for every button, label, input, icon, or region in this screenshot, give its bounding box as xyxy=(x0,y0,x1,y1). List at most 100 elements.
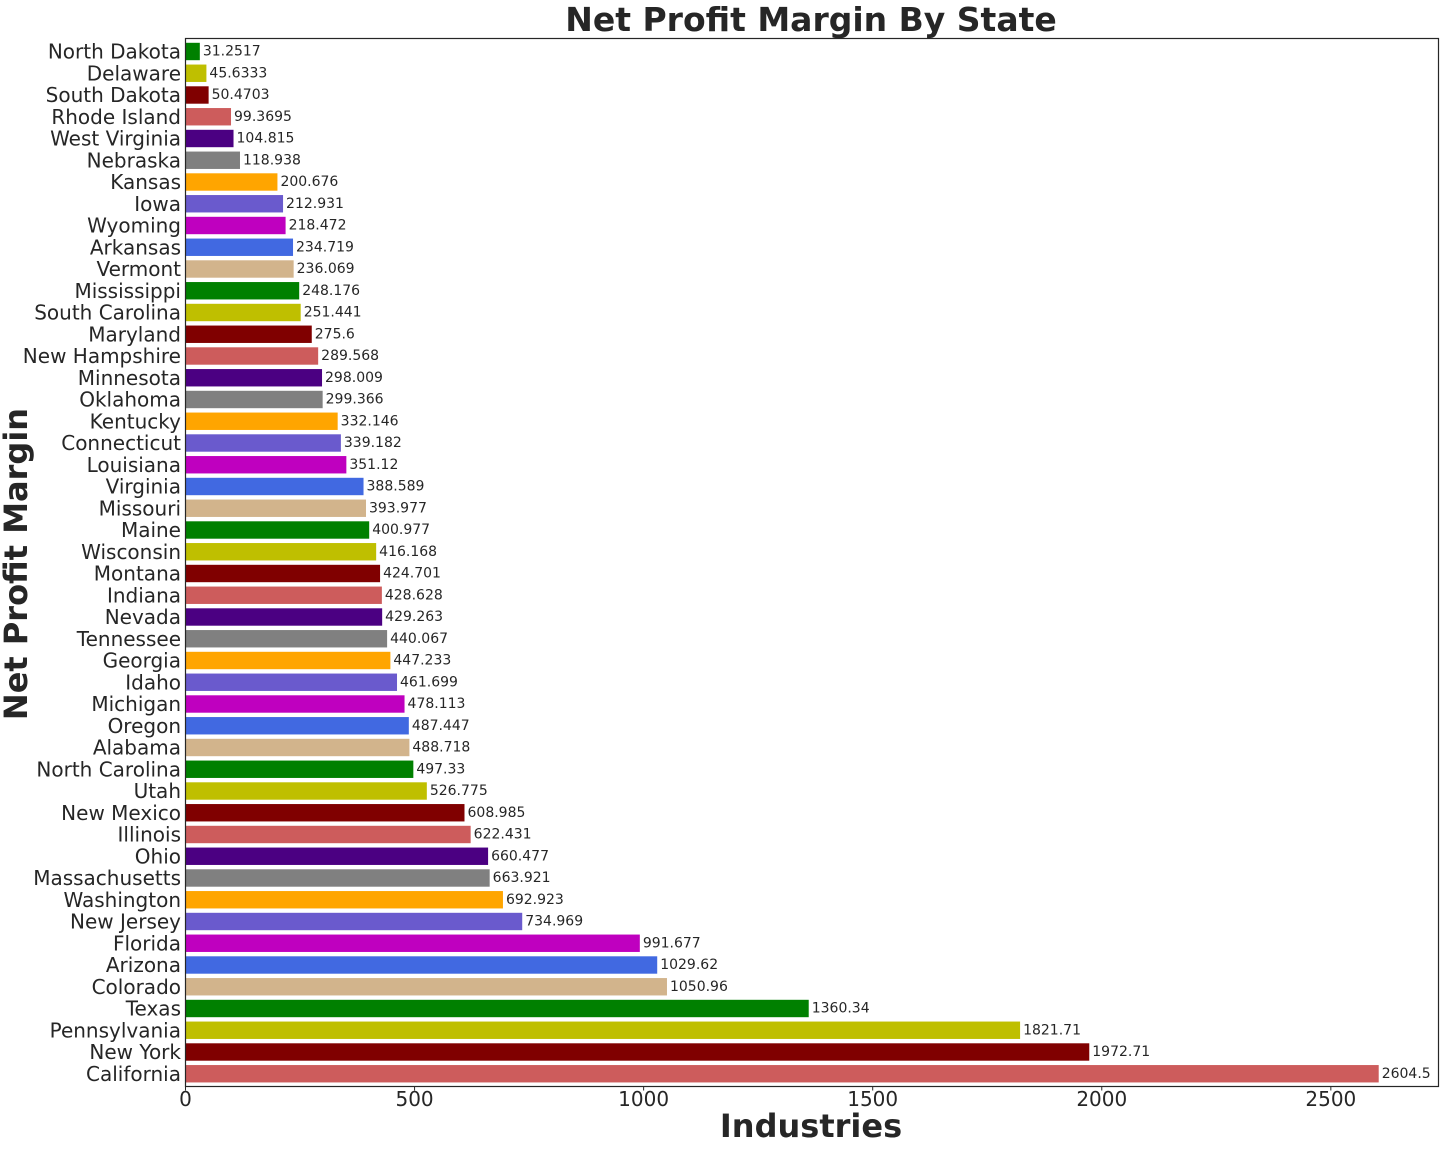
bar-nevada xyxy=(185,608,383,626)
category-label-south-dakota: South Dakota xyxy=(46,83,181,107)
category-label-maine: Maine xyxy=(121,518,181,542)
value-label-new-york: 1972.71 xyxy=(1092,1044,1150,1060)
value-label-indiana: 428.628 xyxy=(385,587,443,603)
bar-massachusetts xyxy=(185,869,490,887)
value-label-maryland: 275.6 xyxy=(315,326,355,342)
value-label-montana: 424.701 xyxy=(383,566,441,582)
value-label-kentucky: 332.146 xyxy=(341,413,399,429)
bar-mississippi xyxy=(185,282,300,300)
category-label-colorado: Colorado xyxy=(92,975,181,999)
bar-georgia xyxy=(185,651,391,670)
bar-washington xyxy=(185,891,503,909)
value-label-south-carolina: 251.441 xyxy=(304,305,362,321)
category-label-texas: Texas xyxy=(125,997,181,1021)
category-label-idaho: Idaho xyxy=(125,670,181,694)
x-tick-label-1000: 1000 xyxy=(618,1087,669,1111)
bar-colorado xyxy=(185,978,667,996)
category-label-virginia: Virginia xyxy=(106,475,181,499)
category-label-new-york: New York xyxy=(89,1040,181,1064)
value-label-california: 2604.5 xyxy=(1382,1066,1431,1082)
bar-florida xyxy=(185,934,640,952)
bar-new-hampshire xyxy=(185,347,319,365)
value-label-michigan: 478.113 xyxy=(408,696,466,712)
category-label-california: California xyxy=(86,1062,181,1086)
value-label-florida: 991.677 xyxy=(643,935,701,951)
bar-maine xyxy=(185,521,370,539)
value-label-arizona: 1029.62 xyxy=(660,957,718,973)
value-label-connecticut: 339.182 xyxy=(344,435,402,451)
category-label-west-virginia: West Virginia xyxy=(50,127,181,151)
category-label-delaware: Delaware xyxy=(87,61,181,85)
category-label-missouri: Missouri xyxy=(99,496,181,520)
x-axis-ticks: 0 500 1000 1500 2000 2500 xyxy=(179,1086,1356,1111)
bar-new-york xyxy=(185,1043,1090,1061)
bar-kentucky xyxy=(185,412,338,430)
category-label-oregon: Oregon xyxy=(108,714,181,738)
value-labels: 31.2517 45.6333 50.4703 99.3695 104.815 118.9… xyxy=(203,44,1431,1082)
value-label-mississippi: 248.176 xyxy=(302,283,360,299)
value-label-north-carolina: 497.33 xyxy=(416,761,465,777)
value-label-new-mexico: 608.985 xyxy=(468,805,526,821)
category-label-north-dakota: North Dakota xyxy=(48,40,181,64)
category-label-connecticut: Connecticut xyxy=(61,431,181,455)
value-label-georgia: 447.233 xyxy=(393,653,451,669)
category-label-michigan: Michigan xyxy=(91,692,181,716)
bar-maryland xyxy=(185,325,312,343)
value-label-north-dakota: 31.2517 xyxy=(203,44,261,60)
category-label-new-hampshire: New Hampshire xyxy=(23,344,181,368)
bar-wyoming xyxy=(185,216,286,235)
value-label-virginia: 388.589 xyxy=(367,479,425,495)
category-label-new-mexico: New Mexico xyxy=(61,801,181,825)
x-axis-title: Industries xyxy=(720,1107,902,1145)
bar-delaware xyxy=(185,64,207,82)
bar-virginia xyxy=(185,477,364,496)
value-label-missouri: 393.977 xyxy=(369,500,427,516)
bar-utah xyxy=(185,782,427,800)
category-label-georgia: Georgia xyxy=(103,649,181,673)
category-label-montana: Montana xyxy=(94,562,181,586)
bar-nebraska xyxy=(185,151,240,169)
value-label-ohio: 660.477 xyxy=(491,848,549,864)
value-label-louisiana: 351.12 xyxy=(349,457,398,473)
bar-pennsylvania xyxy=(185,1021,1021,1039)
category-label-new-jersey: New Jersey xyxy=(70,910,181,934)
value-label-pennsylvania: 1821.71 xyxy=(1023,1022,1081,1038)
category-label-wisconsin: Wisconsin xyxy=(81,540,181,564)
category-label-north-carolina: North Carolina xyxy=(36,757,181,781)
value-label-wisconsin: 416.168 xyxy=(379,544,437,560)
category-label-south-carolina: South Carolina xyxy=(34,301,181,325)
category-label-mississippi: Mississippi xyxy=(74,279,181,303)
value-label-texas: 1360.34 xyxy=(812,1001,870,1017)
bar-alabama xyxy=(185,738,410,757)
value-label-vermont: 236.069 xyxy=(297,261,355,277)
bar-texas xyxy=(185,999,809,1018)
bar-arkansas xyxy=(185,238,294,256)
category-label-nebraska: Nebraska xyxy=(87,148,181,172)
bar-north-dakota xyxy=(185,42,200,61)
value-label-washington: 692.923 xyxy=(506,892,564,908)
category-label-alabama: Alabama xyxy=(93,736,181,760)
bar-south-carolina xyxy=(185,303,301,322)
bar-california xyxy=(185,1065,1379,1083)
bar-wisconsin xyxy=(185,543,377,561)
bar-michigan xyxy=(185,695,405,713)
value-label-west-virginia: 104.815 xyxy=(237,131,295,147)
value-label-tennessee: 440.067 xyxy=(390,631,448,647)
bar-south-dakota xyxy=(185,86,209,104)
x-tick-label-0: 0 xyxy=(179,1087,192,1111)
bar-minnesota xyxy=(185,369,323,387)
value-label-nebraska: 118.938 xyxy=(243,152,301,168)
bar-rhode-island xyxy=(185,108,232,126)
value-label-iowa: 212.931 xyxy=(286,196,344,212)
category-label-pennsylvania: Pennsylvania xyxy=(50,1018,181,1042)
category-label-maryland: Maryland xyxy=(88,322,181,346)
category-label-louisiana: Louisiana xyxy=(87,453,181,477)
value-label-nevada: 429.263 xyxy=(385,609,443,625)
bar-oregon xyxy=(185,717,409,735)
category-label-vermont: Vermont xyxy=(96,257,181,281)
category-label-illinois: Illinois xyxy=(118,823,181,847)
chart-title: Net Profit Margin By State xyxy=(565,0,1057,39)
value-label-colorado: 1050.96 xyxy=(670,979,728,995)
